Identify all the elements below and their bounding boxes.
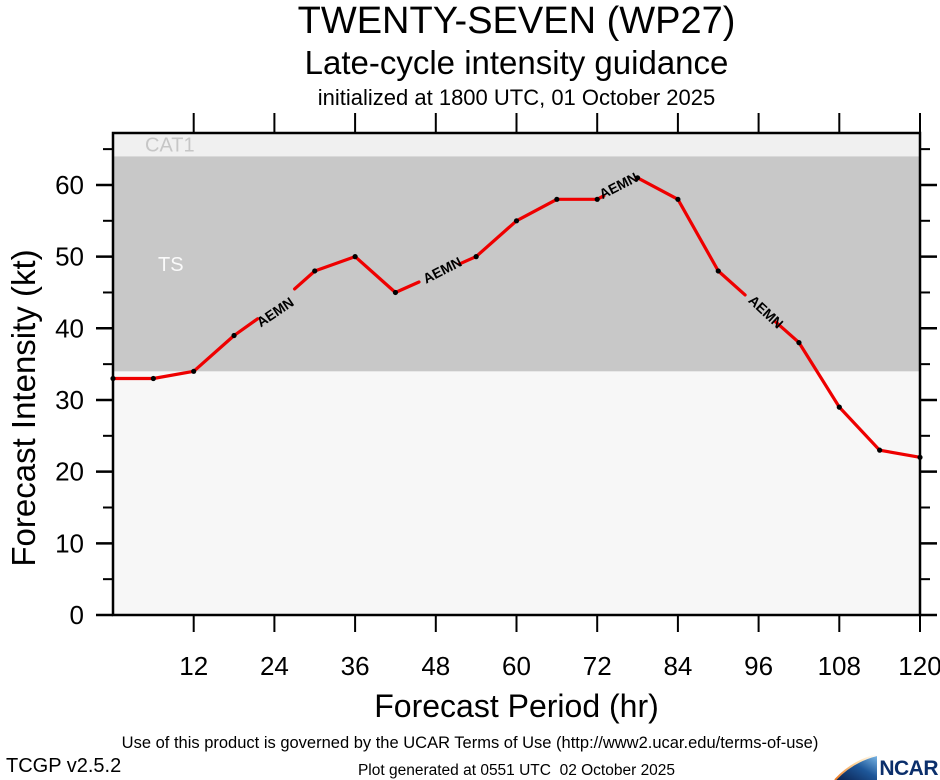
aemn-point-markers xyxy=(110,175,923,460)
y-tick-label: 30 xyxy=(55,385,84,415)
x-tick-label: 120 xyxy=(898,651,940,681)
tick-labels: 12 24 36 48 60 72 84 96 108 120 0 10 20 30 40 50 60 xyxy=(55,170,940,681)
data-point-marker xyxy=(594,196,600,202)
data-point-marker xyxy=(352,254,358,260)
data-point-marker xyxy=(836,404,842,410)
band-cat1 xyxy=(113,133,920,157)
plot-generated-timestamp: Plot generated at 0551 UTC 02 October 20… xyxy=(357,762,676,779)
x-tick-label: 84 xyxy=(663,651,692,681)
intensity-bands: TS CAT1 xyxy=(113,133,920,372)
data-point-marker xyxy=(191,368,197,374)
data-point-marker xyxy=(877,447,883,453)
data-point-marker xyxy=(392,289,399,296)
ncar-logo: NCAR xyxy=(833,752,938,780)
data-point-marker xyxy=(110,375,116,382)
chart-subtitle: Late-cycle intensity guidance xyxy=(304,44,729,81)
data-point-marker xyxy=(796,340,802,346)
tcgp-version-label: TCGP v2.5.2 xyxy=(6,755,122,777)
data-point-marker xyxy=(150,375,156,382)
data-point-marker xyxy=(715,268,721,274)
y-axis-title: Forecast Intensity (kt) xyxy=(5,249,42,567)
y-tick-label: 40 xyxy=(55,313,84,343)
x-tick-label: 48 xyxy=(421,651,450,681)
y-tick-label: 0 xyxy=(70,600,84,630)
chart-init-time: initialized at 1800 UTC, 01 October 2025 xyxy=(317,85,716,110)
data-point-marker xyxy=(231,332,237,339)
axis-ticks xyxy=(96,113,937,632)
y-tick-label: 50 xyxy=(55,242,84,272)
aemn-intensity-line xyxy=(111,176,922,459)
x-tick-label: 12 xyxy=(179,651,208,681)
data-point-marker xyxy=(473,254,479,260)
x-tick-label: 108 xyxy=(818,651,861,681)
ncar-wordmark: NCAR xyxy=(879,757,938,780)
data-point-marker xyxy=(513,218,520,224)
data-point-marker xyxy=(634,175,641,181)
x-tick-label: 36 xyxy=(341,651,370,681)
y-tick-label: 60 xyxy=(55,170,84,200)
ncar-swoosh-icon xyxy=(834,754,878,780)
x-axis-title: Forecast Period (hr) xyxy=(374,688,659,724)
data-point-marker xyxy=(675,196,681,202)
data-point-marker xyxy=(312,268,318,274)
x-tick-label: 72 xyxy=(583,651,612,681)
y-tick-label: 20 xyxy=(55,457,84,487)
x-tick-label: 60 xyxy=(502,651,531,681)
band-label-cat1: CAT1 xyxy=(145,135,195,157)
terms-of-use-text: Use of this product is governed by the U… xyxy=(121,734,819,752)
data-point-marker xyxy=(554,196,560,202)
y-tick-label: 10 xyxy=(55,528,84,558)
x-tick-label: 96 xyxy=(744,651,773,681)
band-ts xyxy=(113,156,920,372)
x-tick-label: 24 xyxy=(260,651,289,681)
chart-title: TWENTY-SEVEN (WP27) xyxy=(297,0,736,42)
band-label-ts: TS xyxy=(158,254,184,276)
data-point-marker xyxy=(917,454,923,460)
